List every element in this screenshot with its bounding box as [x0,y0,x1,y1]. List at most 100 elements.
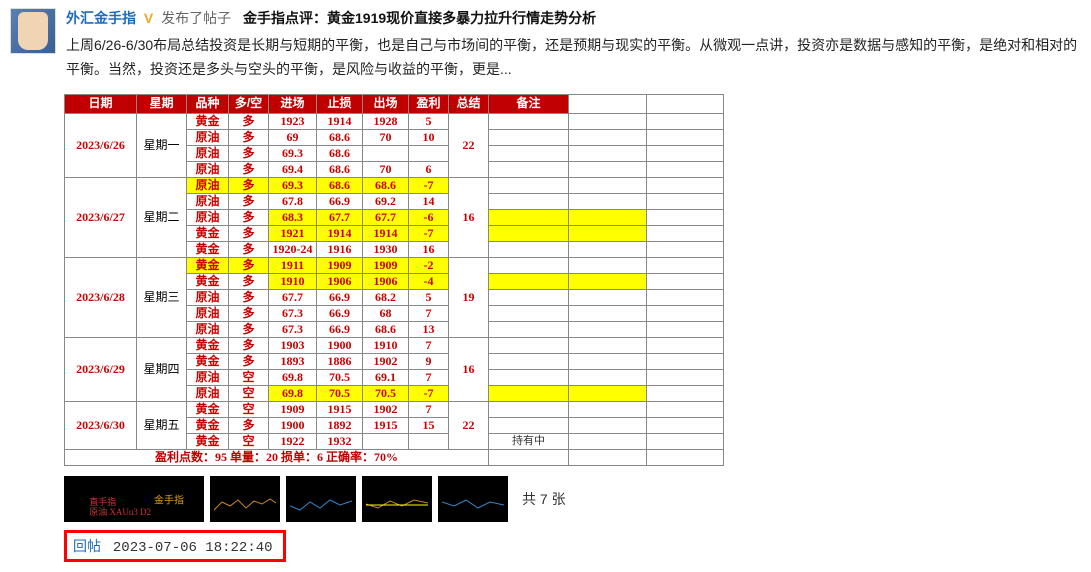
remark-cell [489,417,569,433]
week-cell: 星期三 [137,257,187,337]
product-cell: 黄金 [187,353,229,369]
entry-cell: 1909 [269,401,317,417]
direction-cell: 多 [229,257,269,273]
thumbnail-strip: 直手指原油 XAUu3 D2 金手指 共 7 张 [64,476,1081,522]
thumbnail[interactable] [210,476,280,522]
product-cell: 原油 [187,193,229,209]
entry-cell: 69.8 [269,385,317,401]
profit-cell: 13 [409,321,449,337]
entry-cell: 69 [269,129,317,145]
table-header-cell: 日期 [65,94,137,113]
profit-cell [409,145,449,161]
exit-cell: 1930 [363,241,409,257]
reply-line: 回帖 2023-07-06 18:22:40 [64,530,286,562]
direction-cell: 多 [229,193,269,209]
remark-cell [489,289,569,305]
post-title[interactable]: 金手指点评：黄金1919现价直接多暴力拉升行情走势分析 [243,10,596,26]
entry-cell: 69.8 [269,369,317,385]
trades-table-wrap: 日期星期品种多/空进场止损出场盈利总结备注 2023/6/26星期一黄金多192… [64,94,724,466]
thumbnail[interactable] [286,476,356,522]
stop-cell: 66.9 [317,321,363,337]
product-cell: 原油 [187,145,229,161]
summary-row: 盈利点数：95 单量：20 损单：6 正确率：70% [65,449,724,465]
remark-cell [489,385,569,401]
remark-cell [489,145,569,161]
entry-cell: 1921 [269,225,317,241]
thumbnail[interactable] [438,476,508,522]
reply-link[interactable]: 回帖 [73,538,101,554]
stop-cell: 68.6 [317,177,363,193]
profit-cell: 9 [409,353,449,369]
exit-cell: 1902 [363,401,409,417]
summary-cell: 16 [449,337,489,401]
date-cell: 2023/6/27 [65,177,137,257]
avatar[interactable] [10,8,56,54]
product-cell: 黄金 [187,257,229,273]
product-cell: 原油 [187,305,229,321]
summary-cell: 16 [449,177,489,257]
entry-cell: 1920-24 [269,241,317,257]
title-line: 外汇金手指 V 发布了帖子 金手指点评：黄金1919现价直接多暴力拉升行情走势分… [66,8,1081,28]
product-cell: 原油 [187,209,229,225]
exit-cell [363,433,409,449]
remark-cell [489,129,569,145]
stop-cell: 1906 [317,273,363,289]
exit-cell: 70 [363,161,409,177]
profit-cell: 10 [409,129,449,145]
stop-cell: 70.5 [317,385,363,401]
stop-cell: 1932 [317,433,363,449]
table-row: 2023/6/30星期五黄金空190919151902722 [65,401,724,417]
exit-cell: 1902 [363,353,409,369]
stop-cell: 68.6 [317,129,363,145]
exit-cell [363,145,409,161]
product-cell: 原油 [187,321,229,337]
exit-cell: 1906 [363,273,409,289]
entry-cell: 67.3 [269,321,317,337]
entry-cell: 1900 [269,417,317,433]
direction-cell: 多 [229,129,269,145]
table-header-cell: 总结 [449,94,489,113]
profit-cell: 7 [409,401,449,417]
exit-cell: 1910 [363,337,409,353]
summary-cell: 22 [449,401,489,449]
exit-cell: 68.6 [363,321,409,337]
direction-cell: 多 [229,177,269,193]
profit-cell: -7 [409,225,449,241]
product-cell: 原油 [187,369,229,385]
exit-cell: 68 [363,305,409,321]
stop-cell: 66.9 [317,289,363,305]
thumb-red-label: 直手指原油 XAUu3 D2 [89,498,151,518]
stop-cell: 66.9 [317,305,363,321]
product-cell: 原油 [187,177,229,193]
direction-cell: 多 [229,305,269,321]
direction-cell: 空 [229,401,269,417]
profit-cell: -7 [409,177,449,193]
direction-cell: 多 [229,209,269,225]
thumbnail[interactable]: 直手指原油 XAUu3 D2 金手指 [64,476,204,522]
direction-cell: 空 [229,433,269,449]
profit-cell: -6 [409,209,449,225]
product-cell: 黄金 [187,225,229,241]
author-link[interactable]: 外汇金手指 [66,10,136,26]
posted-label: 发布了帖子 [161,10,231,26]
direction-cell: 多 [229,273,269,289]
stop-cell: 1900 [317,337,363,353]
post-header: 外汇金手指 V 发布了帖子 金手指点评：黄金1919现价直接多暴力拉升行情走势分… [10,8,1081,94]
stop-cell: 1892 [317,417,363,433]
profit-cell: 7 [409,369,449,385]
exit-cell: 69.1 [363,369,409,385]
entry-cell: 67.7 [269,289,317,305]
remark-cell [489,369,569,385]
week-cell: 星期一 [137,113,187,177]
entry-cell: 1923 [269,113,317,129]
stop-cell: 68.6 [317,161,363,177]
exit-cell: 68.2 [363,289,409,305]
remark-cell: 持有中 [489,433,569,449]
direction-cell: 空 [229,369,269,385]
thumb-gold-label: 金手指 [154,491,184,506]
thumbnail[interactable] [362,476,432,522]
direction-cell: 空 [229,385,269,401]
table-header-cell: 多/空 [229,94,269,113]
profit-cell: -2 [409,257,449,273]
entry-cell: 69.3 [269,177,317,193]
